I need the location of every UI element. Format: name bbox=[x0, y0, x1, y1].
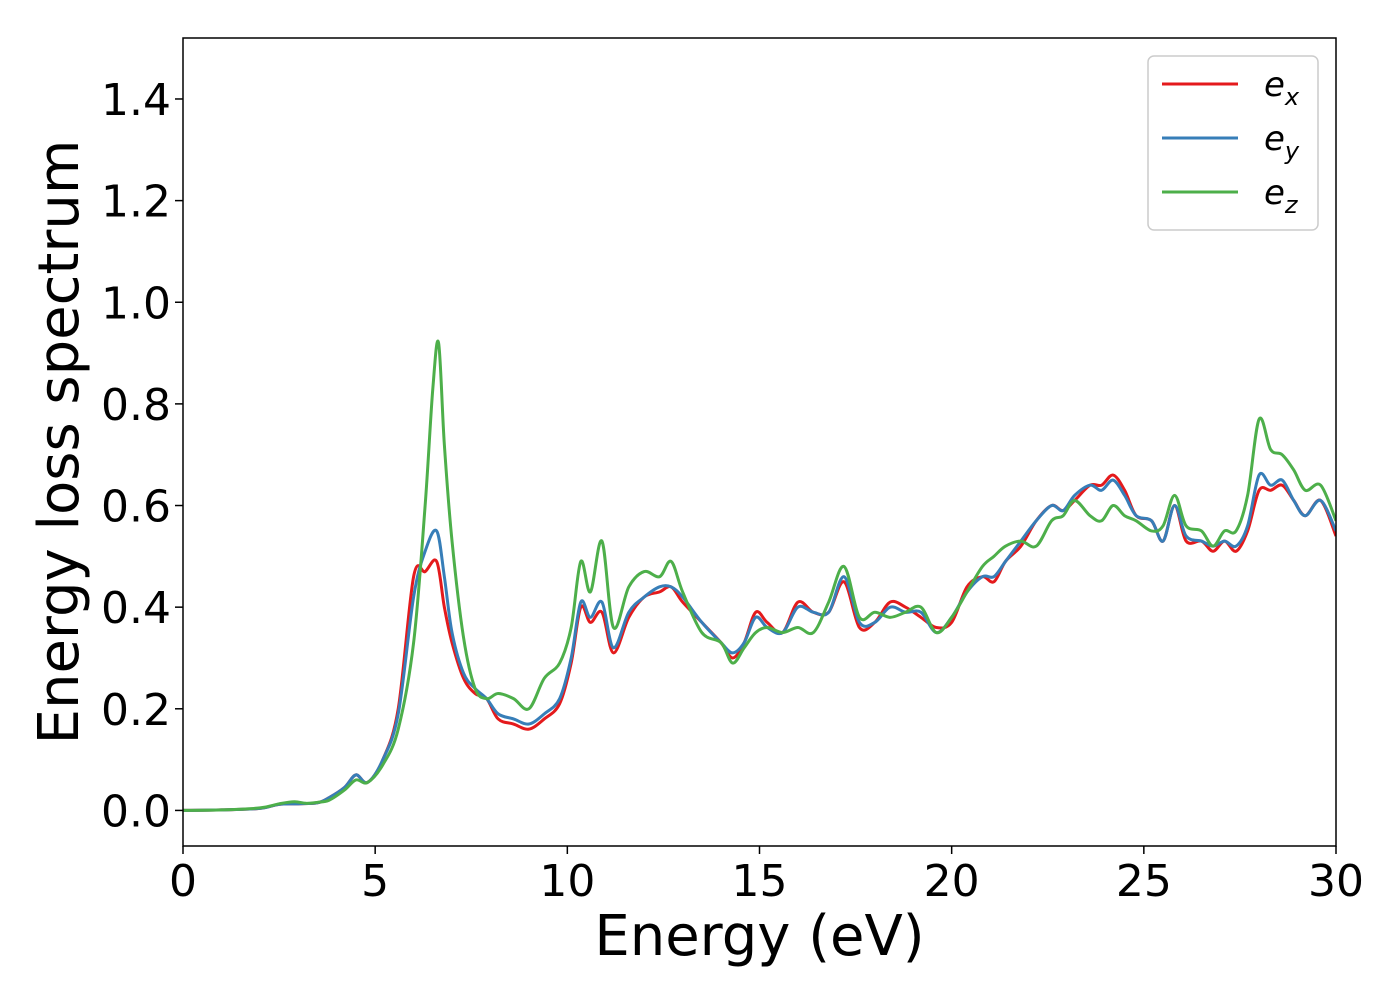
y-tick-label: 0.2 bbox=[101, 685, 171, 736]
y-tick-label: 0.6 bbox=[101, 482, 171, 533]
y-axis-ticks: 0.0 0.2 0.4 0.6 0.8 1.0 1.2 1.4 bbox=[101, 75, 183, 837]
y-tick-label: 0.0 bbox=[101, 786, 171, 837]
x-tick-label: 20 bbox=[924, 856, 980, 907]
y-tick-label: 1.2 bbox=[101, 177, 171, 228]
x-tick-label: 0 bbox=[169, 856, 197, 907]
x-tick-label: 30 bbox=[1308, 856, 1364, 907]
series-layer bbox=[183, 339, 1336, 812]
legend-subscript-z: z bbox=[1284, 191, 1299, 219]
legend-box bbox=[1147, 55, 1319, 231]
y-tick-label: 0.8 bbox=[101, 380, 171, 431]
legend-subscript-y: y bbox=[1284, 137, 1300, 165]
y-tick-label: 0.4 bbox=[101, 583, 171, 634]
series-line-z bbox=[183, 339, 1336, 812]
x-tick-label: 25 bbox=[1116, 856, 1172, 907]
x-tick-label: 10 bbox=[539, 856, 595, 907]
x-axis-title: Energy (eV) bbox=[594, 904, 924, 969]
x-tick-label: 5 bbox=[361, 856, 389, 907]
x-axis-ticks: 0 5 10 15 20 25 30 bbox=[169, 846, 1364, 907]
legend-label-z: ez bbox=[1264, 173, 1299, 219]
y-tick-label: 1.4 bbox=[101, 75, 171, 126]
y-tick-label: 1.0 bbox=[101, 278, 171, 329]
y-axis-title: Energy loss spectrum bbox=[27, 140, 92, 745]
x-tick-label: 15 bbox=[732, 856, 788, 907]
legend-subscript-x: x bbox=[1284, 83, 1300, 111]
